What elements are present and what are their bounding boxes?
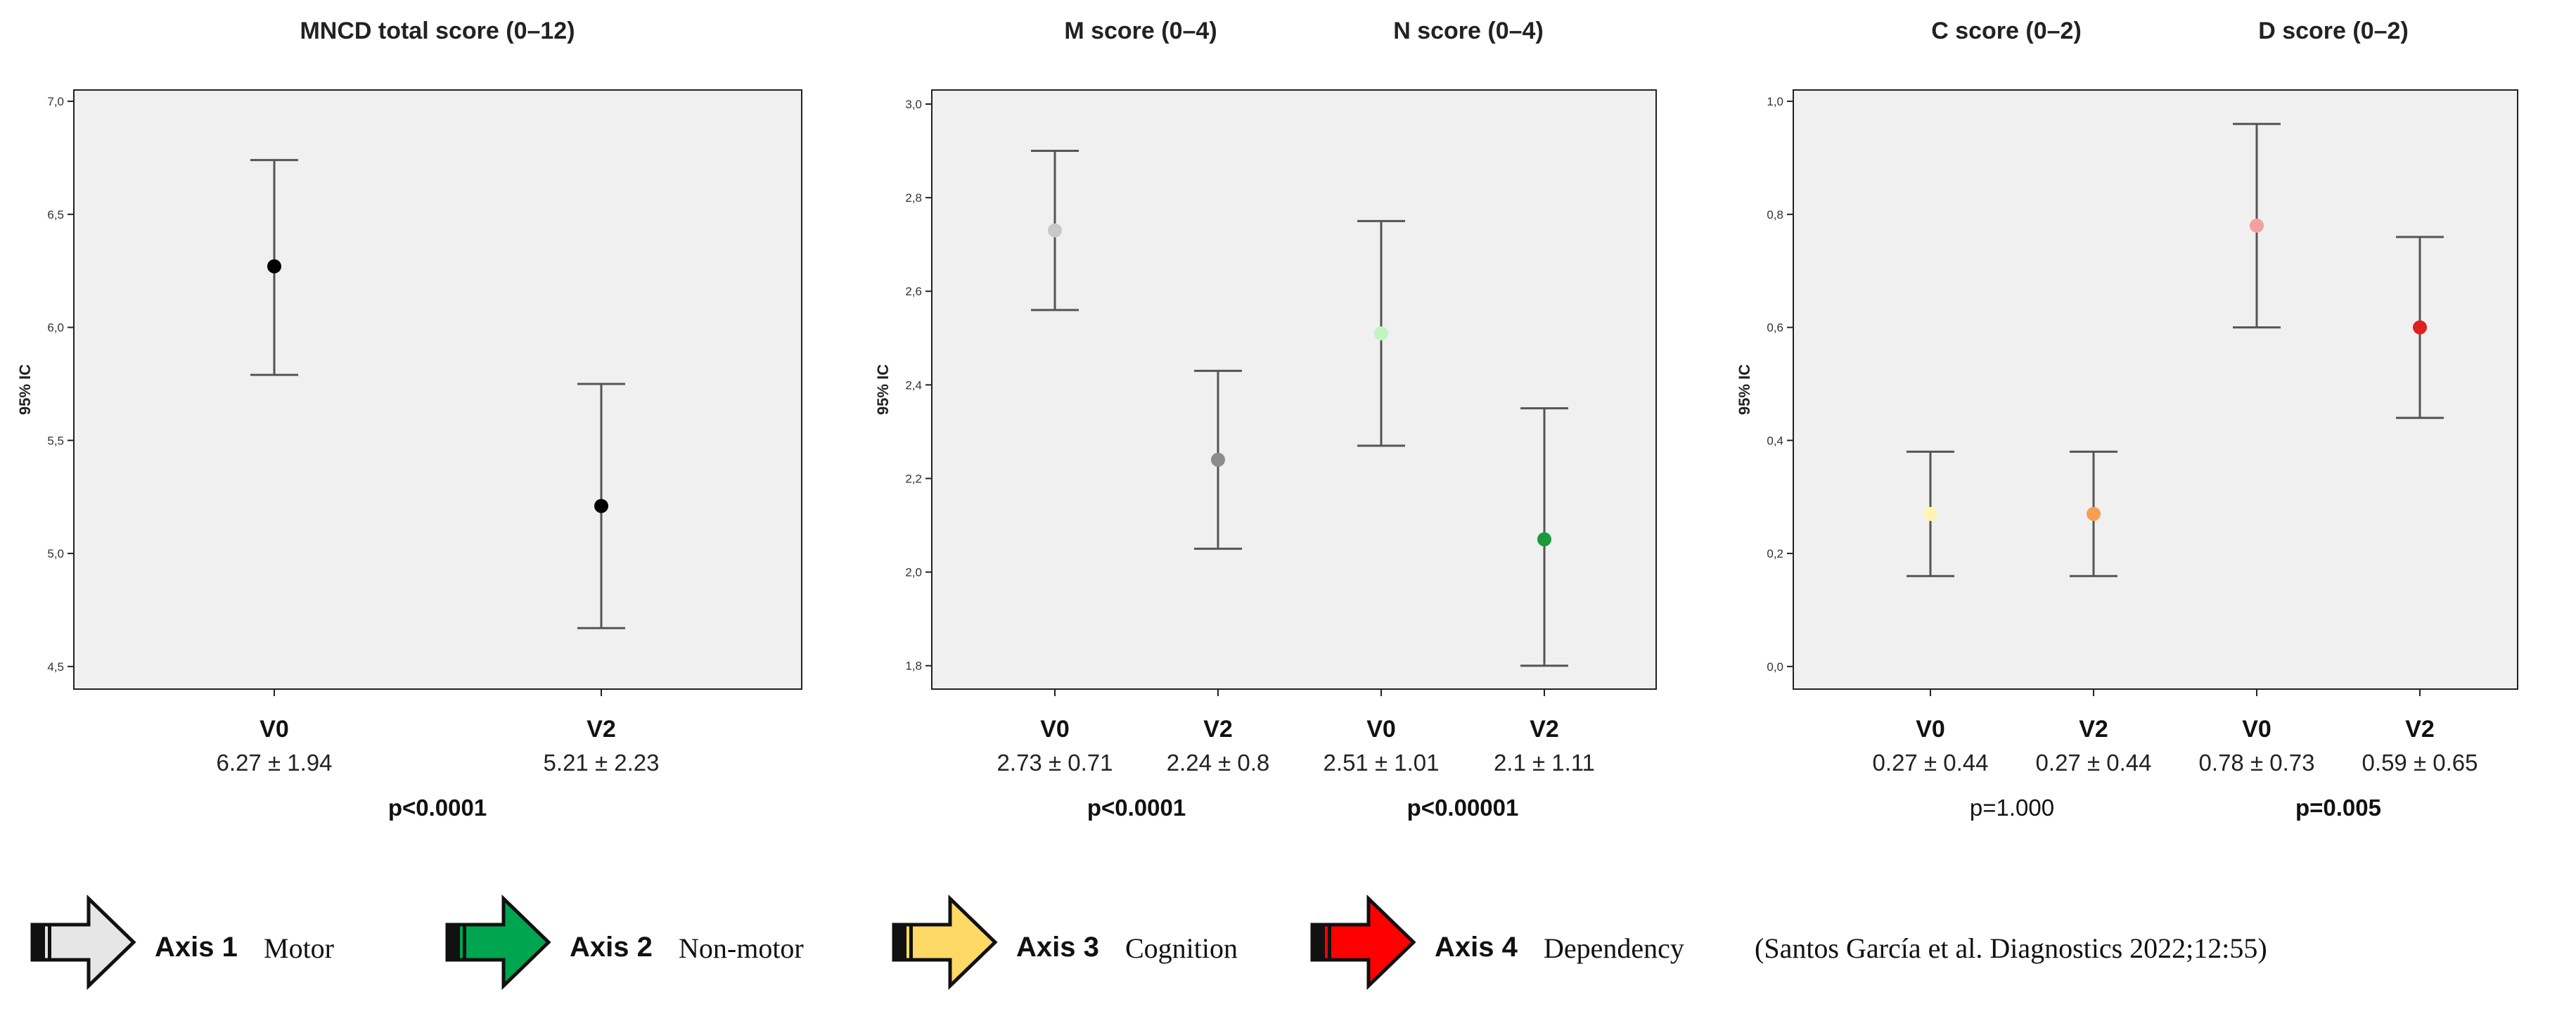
arrow-icon <box>445 894 551 990</box>
p-value-label: p=0.005 <box>2295 795 2381 821</box>
y-tick-label: 0,0 <box>1767 660 1783 674</box>
legend-axis-desc: Cognition <box>1125 932 1238 964</box>
mean-point <box>1374 326 1388 341</box>
y-tick-label: 3,0 <box>905 98 922 111</box>
x-tick-label: V2 <box>1530 716 1559 743</box>
chart-title: C score (0–2) <box>1931 18 2082 44</box>
mean-point <box>2087 506 2101 521</box>
arrow-bar <box>48 925 51 960</box>
x-tick-label: V0 <box>1040 716 1070 743</box>
group-stat-label: 2.73 ± 0.71 <box>997 750 1113 776</box>
legend-axis-name: Axis 1 <box>155 932 238 963</box>
x-tick-label: V0 <box>1916 716 1945 743</box>
legend-axis-desc: Dependency <box>1544 932 1684 964</box>
y-tick-label: 7,0 <box>47 95 64 108</box>
x-tick-label: V0 <box>259 716 289 743</box>
arrow-icon <box>1310 894 1416 990</box>
figure: 4,5 5,0 5,5 6,0 6,5 7,0 95% IC MNCD total score… <box>16 18 2518 821</box>
arrow-bar <box>463 925 466 960</box>
y-tick-label: 5,0 <box>47 547 64 560</box>
legend-arrow <box>30 894 136 990</box>
arrow-icon <box>892 894 998 990</box>
group-stat-label: 2.24 ± 0.8 <box>1167 750 1270 776</box>
x-tick-label: V2 <box>587 716 616 743</box>
chart-panel-1: 4,5 5,0 5,5 6,0 6,5 7,0 95% IC MNCD total score… <box>16 18 802 821</box>
group-stat-label: 0.59 ± 0.65 <box>2362 750 2478 776</box>
x-tick-label: V0 <box>1366 716 1396 743</box>
legend-axis-name: Axis 4 <box>1435 932 1518 963</box>
y-axis-label: 95% IC <box>874 364 892 415</box>
plot-area <box>1793 89 2518 690</box>
plot-area <box>931 89 1657 690</box>
group-stat-label: 2.51 ± 1.01 <box>1324 750 1440 776</box>
y-tick-label: 1,0 <box>1767 95 1783 108</box>
arrow-bar <box>894 925 906 960</box>
arrow-bar <box>447 925 460 960</box>
group-stat-label: 2.1 ± 1.11 <box>1494 750 1595 776</box>
group-stat-label: 0.78 ± 0.73 <box>2199 750 2315 776</box>
mean-point <box>594 499 608 513</box>
chart-title: N score (0–4) <box>1393 18 1544 44</box>
p-value-label: p<0.0001 <box>1087 795 1186 821</box>
chart-title: M score (0–4) <box>1064 18 1217 44</box>
legend: Axis 1 Motor Axis 2 Non-motor Axis 3 Cog… <box>0 872 2576 998</box>
mean-point <box>1048 223 1062 238</box>
arrow-icon <box>30 894 136 990</box>
y-tick-label: 5,5 <box>47 434 64 447</box>
x-tick-label: V0 <box>2242 716 2271 743</box>
arrow-bar <box>909 925 913 960</box>
y-tick-label: 0,4 <box>1767 434 1783 447</box>
y-tick-label: 0,8 <box>1767 208 1783 221</box>
x-tick-label: V2 <box>1203 716 1233 743</box>
mean-point <box>1211 452 1225 467</box>
y-tick-label: 2,4 <box>905 378 922 392</box>
y-tick-label: 2,8 <box>905 191 922 205</box>
mean-point <box>2413 320 2427 335</box>
legend-axis-desc: Non-motor <box>679 932 804 964</box>
citation: (Santos García et al. Diagnostics 2022;1… <box>1755 932 2267 964</box>
x-tick-label: V2 <box>2079 716 2108 743</box>
arrow-bar <box>1312 925 1325 960</box>
y-tick-label: 4,5 <box>47 660 64 674</box>
y-tick-label: 2,6 <box>905 285 922 298</box>
group-stat-label: 0.27 ± 0.44 <box>2036 750 2152 776</box>
chart-panel-2: 1,8 2,0 2,2 2,4 2,6 2,8 3,0 95% IC M score (0–4)… <box>874 18 1657 821</box>
y-axis-label: 95% IC <box>16 364 34 415</box>
y-tick-label: 6,0 <box>47 321 64 335</box>
p-value-label: p<0.00001 <box>1407 795 1519 821</box>
y-tick-label: 2,0 <box>905 566 922 579</box>
y-axis-label: 95% IC <box>1736 364 1753 415</box>
x-tick-label: V2 <box>2405 716 2435 743</box>
y-tick-label: 1,8 <box>905 660 922 673</box>
arrow-bar <box>32 925 45 960</box>
mean-point <box>1537 532 1551 546</box>
p-value-label: p=1.000 <box>1970 795 2054 821</box>
legend-axis-name: Axis 2 <box>570 932 653 963</box>
y-tick-label: 2,2 <box>905 472 922 485</box>
y-tick-label: 6,5 <box>47 208 64 221</box>
y-tick-label: 0,6 <box>1767 321 1783 335</box>
legend-axis-desc: Motor <box>264 932 334 964</box>
y-tick-label: 0,2 <box>1767 547 1783 560</box>
chart-panel-3: 0,0 0,2 0,4 0,6 0,8 1,0 95% IC C score (0–2) D s… <box>1736 18 2518 821</box>
arrow-bar <box>1328 925 1331 960</box>
group-stat-label: 5.21 ± 2.23 <box>544 750 660 776</box>
legend-arrow <box>445 894 551 990</box>
legend-arrow <box>1310 894 1416 990</box>
legend-axis-name: Axis 3 <box>1016 932 1099 963</box>
chart-title: D score (0–2) <box>2258 18 2409 44</box>
legend-arrow <box>892 894 998 990</box>
plot-area <box>73 89 802 690</box>
chart-title: MNCD total score (0–12) <box>300 18 575 44</box>
mean-point <box>267 259 281 274</box>
group-stat-label: 6.27 ± 1.94 <box>217 750 333 776</box>
mean-point <box>2250 218 2264 233</box>
group-stat-label: 0.27 ± 0.44 <box>1873 750 1989 776</box>
p-value-label: p<0.0001 <box>388 795 487 821</box>
mean-point <box>1923 506 1937 521</box>
